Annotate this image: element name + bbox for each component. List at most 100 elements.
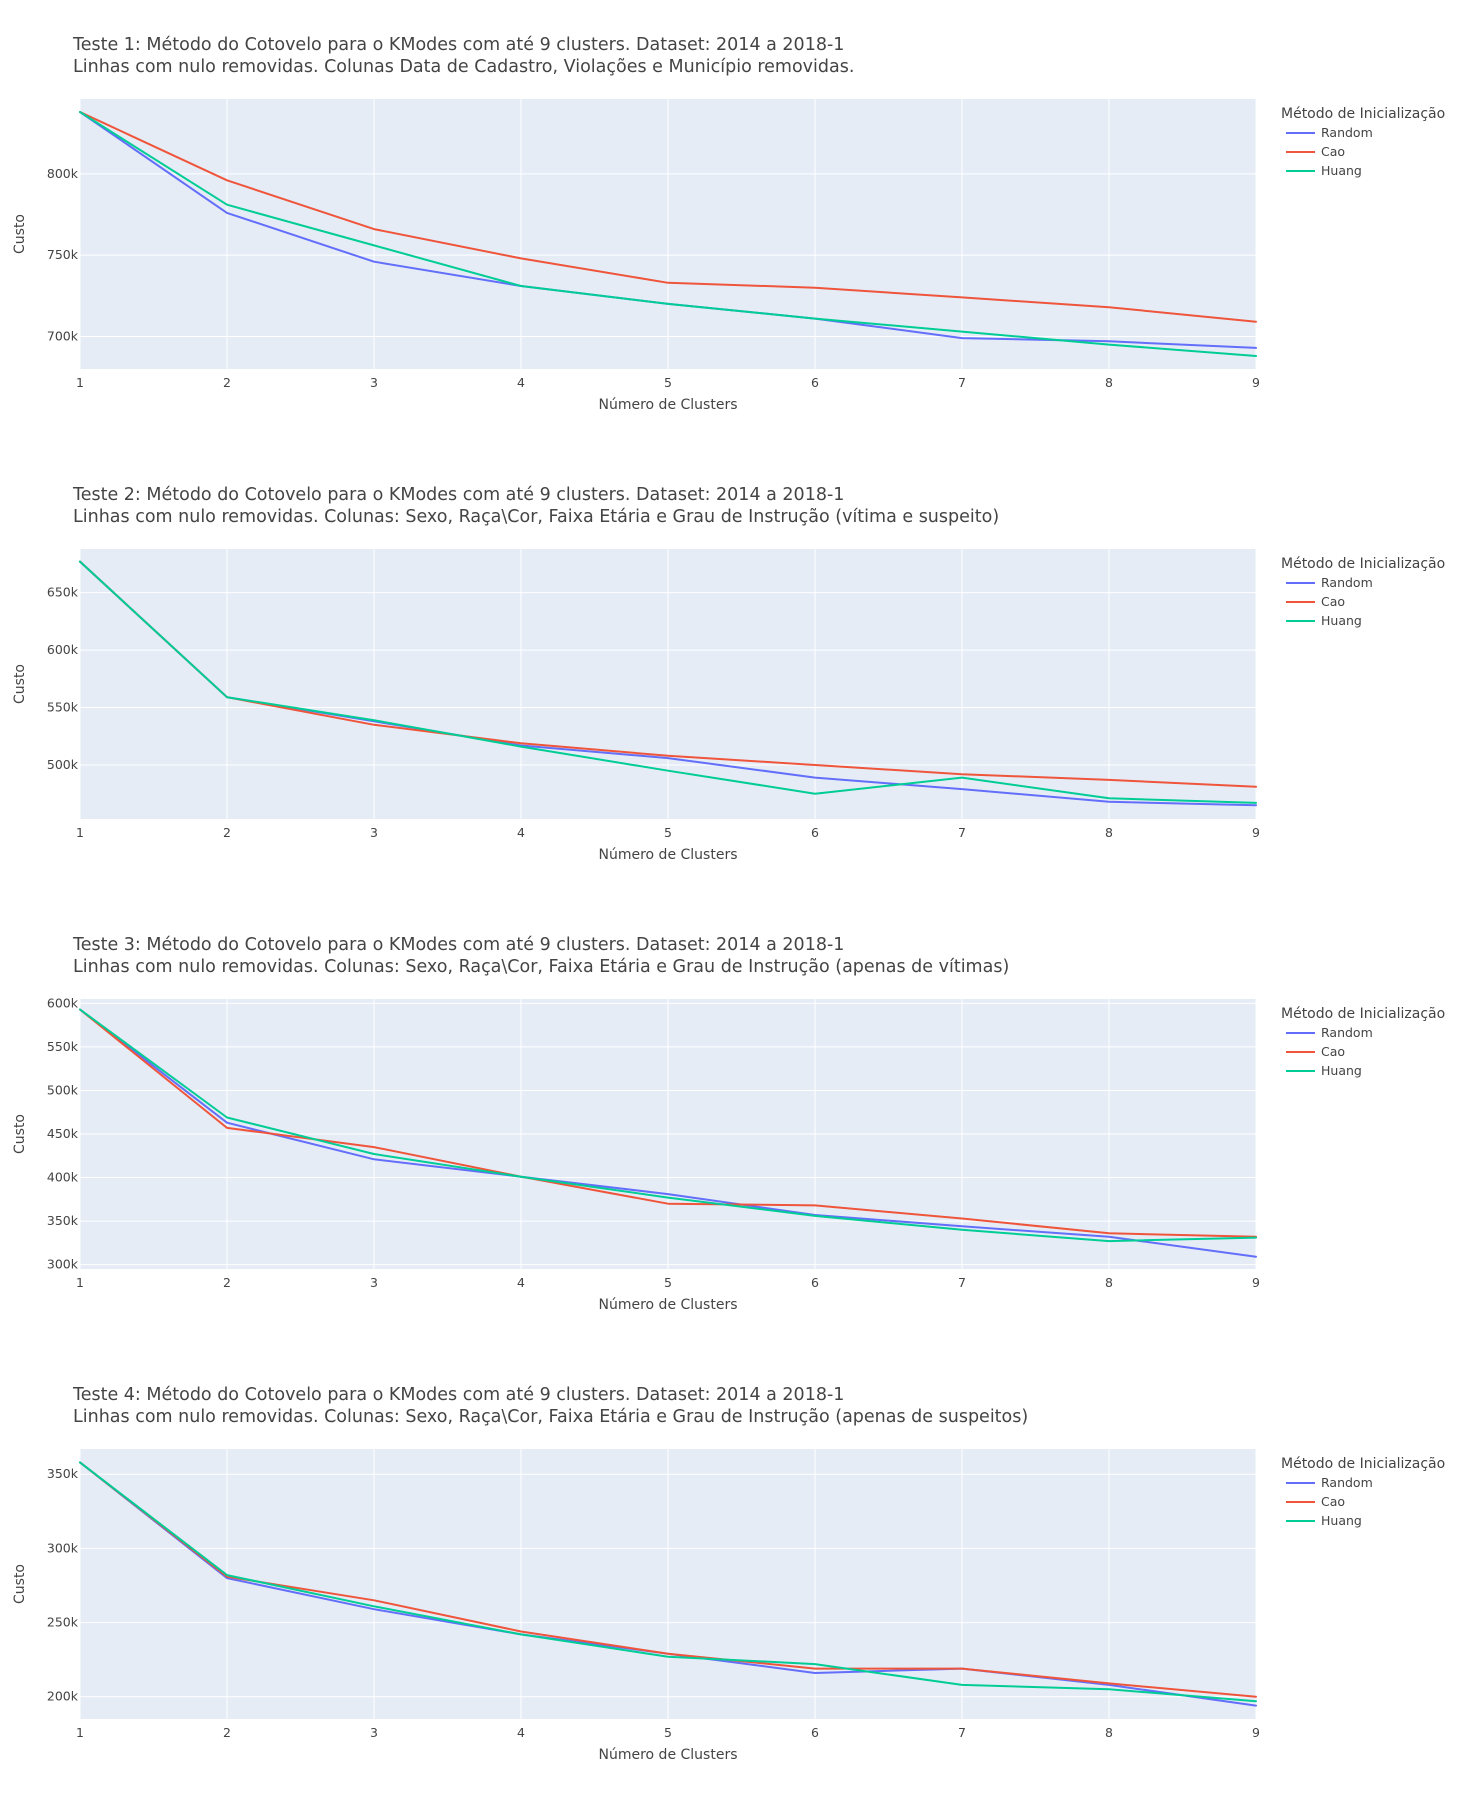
chart-title: Teste 3: Método do Cotovelo para o KMode…	[72, 935, 844, 955]
x-tick-label: 3	[370, 1275, 378, 1290]
legend-item-random[interactable]: Random	[1321, 1025, 1373, 1040]
series-line-huang	[79, 111, 1257, 357]
x-tick-label: 7	[958, 375, 966, 390]
y-axis-label: Custo	[12, 214, 28, 254]
y-tick-label: 500k	[47, 1082, 79, 1097]
chart-svg: Teste 1: Método do Cotovelo para o KMode…	[12, 35, 1445, 413]
x-tick-label: 3	[370, 825, 378, 840]
series-line-cao	[79, 560, 1257, 788]
elbow-chart-test-2: Teste 2: Método do Cotovelo para o KMode…	[0, 450, 1462, 900]
legend-item-huang[interactable]: Huang	[1321, 163, 1362, 178]
x-tick-label: 6	[811, 1725, 819, 1740]
x-tick-label: 5	[664, 825, 672, 840]
x-tick-label: 1	[76, 1725, 84, 1740]
series-line-cao	[79, 1008, 1257, 1238]
x-tick-label: 2	[223, 825, 231, 840]
chart-title: Teste 4: Método do Cotovelo para o KMode…	[72, 1385, 844, 1405]
chart-svg: Teste 3: Método do Cotovelo para o KMode…	[12, 935, 1445, 1313]
x-tick-label: 6	[811, 375, 819, 390]
x-axis-label: Número de Clusters	[599, 397, 738, 413]
y-tick-label: 700k	[47, 328, 79, 343]
legend-title: Método de Inicialização	[1281, 1456, 1445, 1472]
x-tick-label: 8	[1105, 825, 1113, 840]
x-tick-label: 8	[1105, 1275, 1113, 1290]
legend-item-random[interactable]: Random	[1321, 125, 1373, 140]
x-tick-label: 2	[223, 1725, 231, 1740]
elbow-chart-test-3: Teste 3: Método do Cotovelo para o KMode…	[0, 900, 1462, 1350]
y-tick-label: 600k	[47, 642, 79, 657]
x-tick-label: 9	[1252, 1725, 1260, 1740]
x-tick-label: 8	[1105, 375, 1113, 390]
y-tick-label: 450k	[47, 1126, 79, 1141]
chart-svg: Teste 4: Método do Cotovelo para o KMode…	[12, 1385, 1445, 1763]
x-tick-label: 6	[811, 1275, 819, 1290]
x-tick-label: 2	[223, 375, 231, 390]
y-axis-label: Custo	[12, 664, 28, 704]
legend-item-random[interactable]: Random	[1321, 1475, 1373, 1490]
legend-item-random[interactable]: Random	[1321, 575, 1373, 590]
x-tick-label: 5	[664, 1275, 672, 1290]
legend-item-huang[interactable]: Huang	[1321, 1513, 1362, 1528]
x-tick-label: 5	[664, 1725, 672, 1740]
x-tick-label: 4	[517, 375, 525, 390]
x-tick-label: 7	[958, 825, 966, 840]
legend-title: Método de Inicialização	[1281, 1006, 1445, 1022]
x-tick-label: 4	[517, 825, 525, 840]
x-tick-label: 3	[370, 375, 378, 390]
legend-title: Método de Inicialização	[1281, 106, 1445, 122]
legend-item-cao[interactable]: Cao	[1321, 144, 1345, 159]
legend-item-cao[interactable]: Cao	[1321, 594, 1345, 609]
y-tick-label: 750k	[47, 247, 79, 262]
chart-subtitle: Linhas com nulo removidas. Colunas Data …	[73, 57, 854, 77]
x-tick-label: 9	[1252, 375, 1260, 390]
chart-subtitle: Linhas com nulo removidas. Colunas: Sexo…	[73, 1407, 1028, 1427]
series-line-huang	[79, 1008, 1257, 1243]
x-tick-label: 7	[958, 1725, 966, 1740]
legend-item-huang[interactable]: Huang	[1321, 613, 1362, 628]
elbow-chart-test-4: Teste 4: Método do Cotovelo para o KMode…	[0, 1350, 1462, 1800]
x-tick-label: 5	[664, 375, 672, 390]
y-tick-label: 200k	[47, 1689, 79, 1704]
chart-title: Teste 1: Método do Cotovelo para o KMode…	[72, 35, 844, 55]
y-tick-label: 550k	[47, 700, 79, 715]
y-tick-label: 650k	[47, 585, 79, 600]
y-tick-label: 250k	[47, 1615, 79, 1630]
y-axis-label: Custo	[12, 1564, 28, 1604]
y-tick-label: 400k	[47, 1170, 79, 1185]
x-tick-label: 9	[1252, 825, 1260, 840]
x-axis-label: Número de Clusters	[599, 847, 738, 863]
x-tick-label: 1	[76, 825, 84, 840]
x-tick-label: 2	[223, 1275, 231, 1290]
y-tick-label: 350k	[47, 1213, 79, 1228]
chart-subtitle: Linhas com nulo removidas. Colunas: Sexo…	[73, 507, 999, 527]
x-tick-label: 4	[517, 1275, 525, 1290]
legend-title: Método de Inicialização	[1281, 556, 1445, 572]
x-tick-label: 6	[811, 825, 819, 840]
legend-item-cao[interactable]: Cao	[1321, 1494, 1345, 1509]
y-tick-label: 600k	[47, 995, 79, 1010]
x-axis-label: Número de Clusters	[599, 1297, 738, 1313]
x-tick-label: 9	[1252, 1275, 1260, 1290]
y-tick-label: 300k	[47, 1540, 79, 1555]
elbow-chart-test-1: Teste 1: Método do Cotovelo para o KMode…	[0, 0, 1462, 450]
x-tick-label: 7	[958, 1275, 966, 1290]
y-axis-label: Custo	[12, 1114, 28, 1154]
x-tick-label: 1	[76, 375, 84, 390]
y-tick-label: 500k	[47, 757, 79, 772]
series-line-huang	[79, 560, 1257, 804]
y-tick-label: 550k	[47, 1039, 79, 1054]
y-tick-label: 300k	[47, 1257, 79, 1272]
chart-title: Teste 2: Método do Cotovelo para o KMode…	[72, 485, 844, 505]
series-line-cao	[79, 111, 1257, 323]
legend-item-cao[interactable]: Cao	[1321, 1044, 1345, 1059]
x-axis-label: Número de Clusters	[599, 1747, 738, 1763]
x-tick-label: 1	[76, 1275, 84, 1290]
x-tick-label: 8	[1105, 1725, 1113, 1740]
chart-subtitle: Linhas com nulo removidas. Colunas: Sexo…	[73, 957, 1009, 977]
x-tick-label: 3	[370, 1725, 378, 1740]
y-tick-label: 800k	[47, 166, 79, 181]
y-tick-label: 350k	[47, 1466, 79, 1481]
legend-item-huang[interactable]: Huang	[1321, 1063, 1362, 1078]
chart-svg: Teste 2: Método do Cotovelo para o KMode…	[12, 485, 1445, 863]
series-line-huang	[79, 1461, 1257, 1703]
